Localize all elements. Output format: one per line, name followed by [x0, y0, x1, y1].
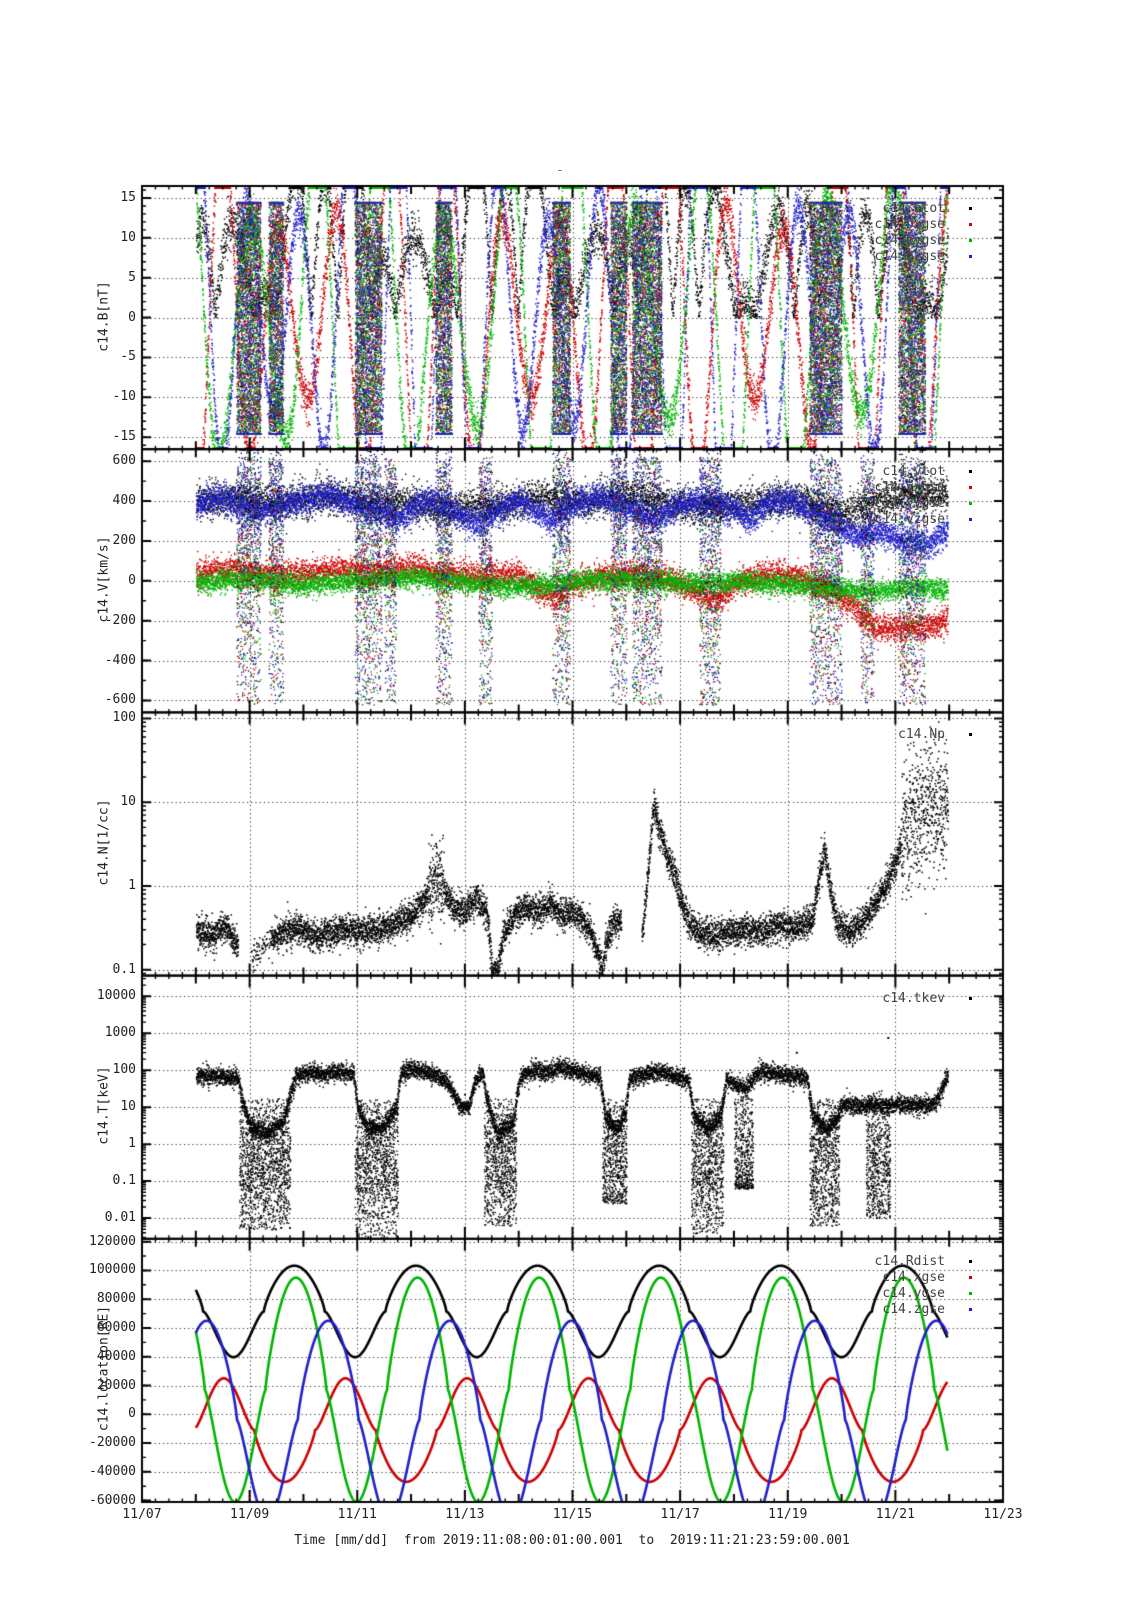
chart-canvas [0, 0, 1131, 1600]
plot-page: - Time [mm/dd] from 2019:11:08:00:01:00.… [0, 0, 1131, 1600]
